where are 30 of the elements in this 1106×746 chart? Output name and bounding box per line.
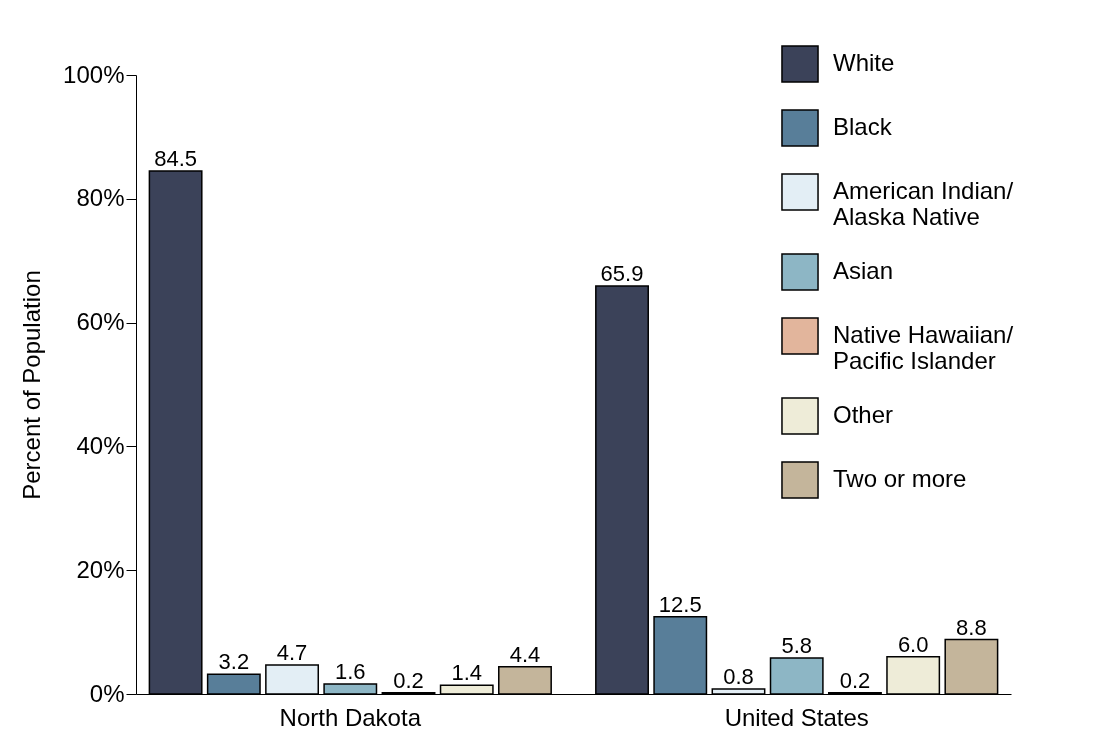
y-tick-label: 40% — [76, 431, 125, 459]
legend-label: White — [833, 49, 895, 76]
legend-label: Other — [833, 401, 894, 428]
data-label: 12.5 — [658, 591, 702, 617]
data-label: 4.4 — [509, 641, 541, 667]
y-tick-label: 0% — [89, 679, 125, 707]
data-label: 8.8 — [956, 614, 987, 640]
data-label: 0.2 — [839, 667, 871, 693]
data-label: 1.4 — [451, 660, 483, 686]
x-tick-label: United States — [724, 703, 869, 731]
y-axis-title: Percent of Population — [18, 270, 46, 500]
data-label: 1.6 — [334, 659, 366, 685]
legend-label: Two or more — [833, 465, 967, 492]
y-tick-label: 20% — [76, 555, 125, 583]
legend-label: Native Hawaiian/Pacific Islander — [833, 321, 1014, 374]
data-label: 0.8 — [723, 664, 754, 690]
data-label: 65.9 — [600, 261, 644, 287]
legend-label: Black — [833, 113, 893, 140]
data-label: 84.5 — [154, 145, 198, 171]
y-tick-label: 100% — [63, 60, 125, 88]
y-tick-label: 60% — [76, 308, 125, 336]
x-tick-label: North Dakota — [279, 703, 422, 731]
legend-label: Asian — [833, 257, 894, 284]
data-label: 5.8 — [781, 633, 813, 659]
data-label: 4.7 — [276, 639, 308, 665]
data-label: 6.0 — [897, 631, 929, 657]
data-label: 0.2 — [393, 667, 424, 693]
y-tick-label: 80% — [76, 184, 125, 212]
data-label: 3.2 — [218, 649, 250, 675]
legend-label: American Indian/Alaska Native — [833, 177, 1014, 230]
